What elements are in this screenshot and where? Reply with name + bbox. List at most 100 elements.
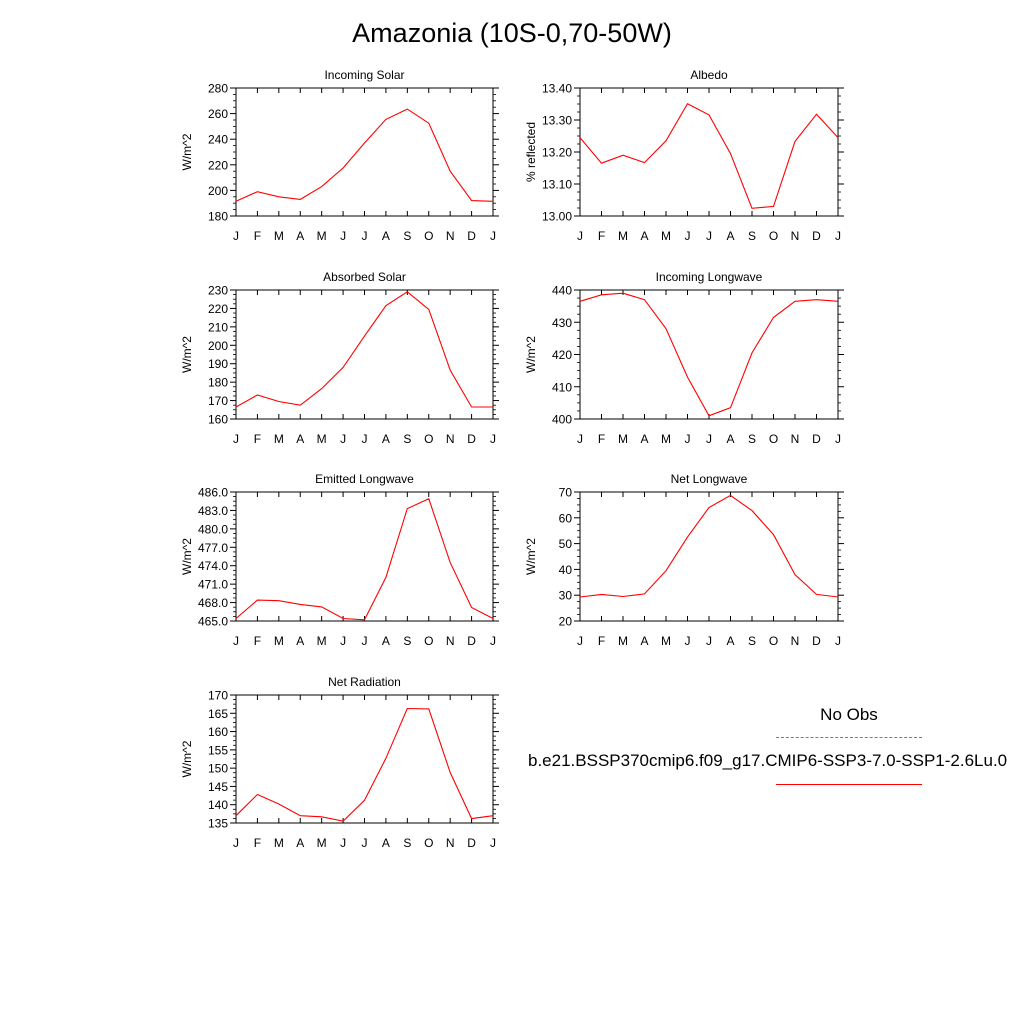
x-tick-label: S (403, 836, 411, 850)
x-tick-label: M (274, 229, 284, 243)
y-axis-label: % reflected (524, 122, 538, 182)
x-tick-label: S (748, 229, 756, 243)
x-tick-label: J (577, 229, 583, 243)
x-tick-label: J (340, 634, 346, 648)
x-tick-label: S (403, 229, 411, 243)
panel-title: Incoming Longwave (656, 270, 763, 284)
x-tick-label: J (490, 836, 496, 850)
x-tick-label: N (446, 432, 455, 446)
x-tick-label: O (769, 634, 778, 648)
x-tick-label: F (254, 634, 261, 648)
legend-model-label: b.e21.BSSP370cmip6.f09_g17.CMIP6-SSP3-7.… (528, 751, 1008, 770)
x-tick-label: J (233, 634, 239, 648)
x-tick-label: N (446, 634, 455, 648)
panel-frame (235, 694, 494, 824)
y-tick-label: 160 (208, 413, 228, 427)
y-tick-label: 13.00 (542, 210, 572, 224)
y-tick-label: 200 (208, 184, 228, 198)
y-tick-label: 13.10 (542, 178, 572, 192)
x-tick-label: M (661, 432, 671, 446)
series-line (235, 291, 493, 408)
y-tick-label: 190 (208, 357, 228, 371)
x-tick-label: O (424, 229, 433, 243)
x-tick-label: M (274, 836, 284, 850)
y-tick-label: 145 (208, 780, 228, 794)
series-line (235, 108, 494, 202)
x-tick-label: S (748, 432, 756, 446)
legend-model-line (776, 784, 922, 785)
x-tick-label: A (726, 229, 734, 243)
x-tick-label: F (598, 634, 605, 648)
x-tick-label: M (661, 229, 671, 243)
y-tick-label: 70 (559, 486, 573, 500)
x-tick-label: O (424, 836, 433, 850)
y-tick-label: 400 (552, 413, 572, 427)
series-line (579, 102, 839, 209)
x-tick-label: D (467, 836, 476, 850)
x-tick-label: A (382, 836, 390, 850)
y-tick-label: 160 (208, 725, 228, 739)
panel-title: Albedo (690, 68, 728, 82)
x-tick-label: F (254, 229, 261, 243)
x-tick-label: J (340, 836, 346, 850)
y-tick-label: 230 (208, 284, 228, 298)
legend-obs-line (776, 737, 922, 738)
y-tick-label: 40 (559, 563, 573, 577)
x-tick-label: J (233, 432, 239, 446)
x-tick-label: D (467, 229, 476, 243)
x-tick-label: M (274, 432, 284, 446)
panel-frame (579, 87, 839, 217)
y-tick-label: 50 (559, 537, 573, 551)
x-tick-label: M (317, 432, 327, 446)
x-tick-label: M (317, 836, 327, 850)
panel-title: Net Longwave (671, 472, 748, 486)
x-tick-label: J (706, 432, 712, 446)
x-tick-label: M (317, 229, 327, 243)
x-tick-label: A (382, 432, 390, 446)
x-tick-label: A (640, 432, 648, 446)
x-tick-label: J (706, 634, 712, 648)
y-axis-label: W/m^2 (180, 336, 194, 373)
y-axis-label: W/m^2 (524, 538, 538, 575)
y-tick-label: 13.20 (542, 146, 572, 160)
series-line (579, 494, 839, 598)
y-tick-label: 170 (208, 689, 228, 703)
y-tick-label: 260 (208, 107, 228, 121)
y-tick-label: 30 (559, 589, 573, 603)
x-tick-label: J (340, 229, 346, 243)
x-tick-label: F (598, 229, 605, 243)
x-tick-label: J (362, 229, 368, 243)
x-tick-label: J (490, 229, 496, 243)
x-tick-label: J (233, 229, 239, 243)
y-tick-label: 180 (208, 210, 228, 224)
y-tick-label: 410 (552, 380, 572, 394)
y-tick-label: 140 (208, 798, 228, 812)
y-tick-label: 280 (208, 82, 228, 96)
series-line (579, 292, 839, 417)
x-tick-label: J (835, 634, 841, 648)
y-tick-label: 420 (552, 348, 572, 362)
x-tick-label: N (446, 229, 455, 243)
x-tick-label: D (812, 634, 821, 648)
x-tick-label: M (274, 634, 284, 648)
y-tick-label: 13.30 (542, 114, 572, 128)
y-tick-label: 220 (208, 302, 228, 316)
x-tick-label: A (640, 229, 648, 243)
x-tick-label: F (254, 432, 261, 446)
x-tick-label: D (812, 432, 821, 446)
panel-title: Net Radiation (328, 675, 401, 689)
panel-frame (235, 491, 494, 622)
y-axis-label: W/m^2 (524, 336, 538, 373)
x-tick-label: J (490, 634, 496, 648)
x-tick-label: A (296, 634, 304, 648)
x-tick-label: J (577, 432, 583, 446)
x-tick-label: A (296, 432, 304, 446)
y-tick-label: 240 (208, 133, 228, 147)
y-tick-label: 471.0 (198, 578, 228, 592)
panel-title: Emitted Longwave (315, 472, 414, 486)
x-tick-label: A (296, 836, 304, 850)
figure-title: Amazonia (10S-0,70-50W) (352, 18, 672, 48)
x-tick-label: J (340, 432, 346, 446)
x-tick-label: J (233, 836, 239, 850)
y-tick-label: 20 (559, 615, 573, 629)
